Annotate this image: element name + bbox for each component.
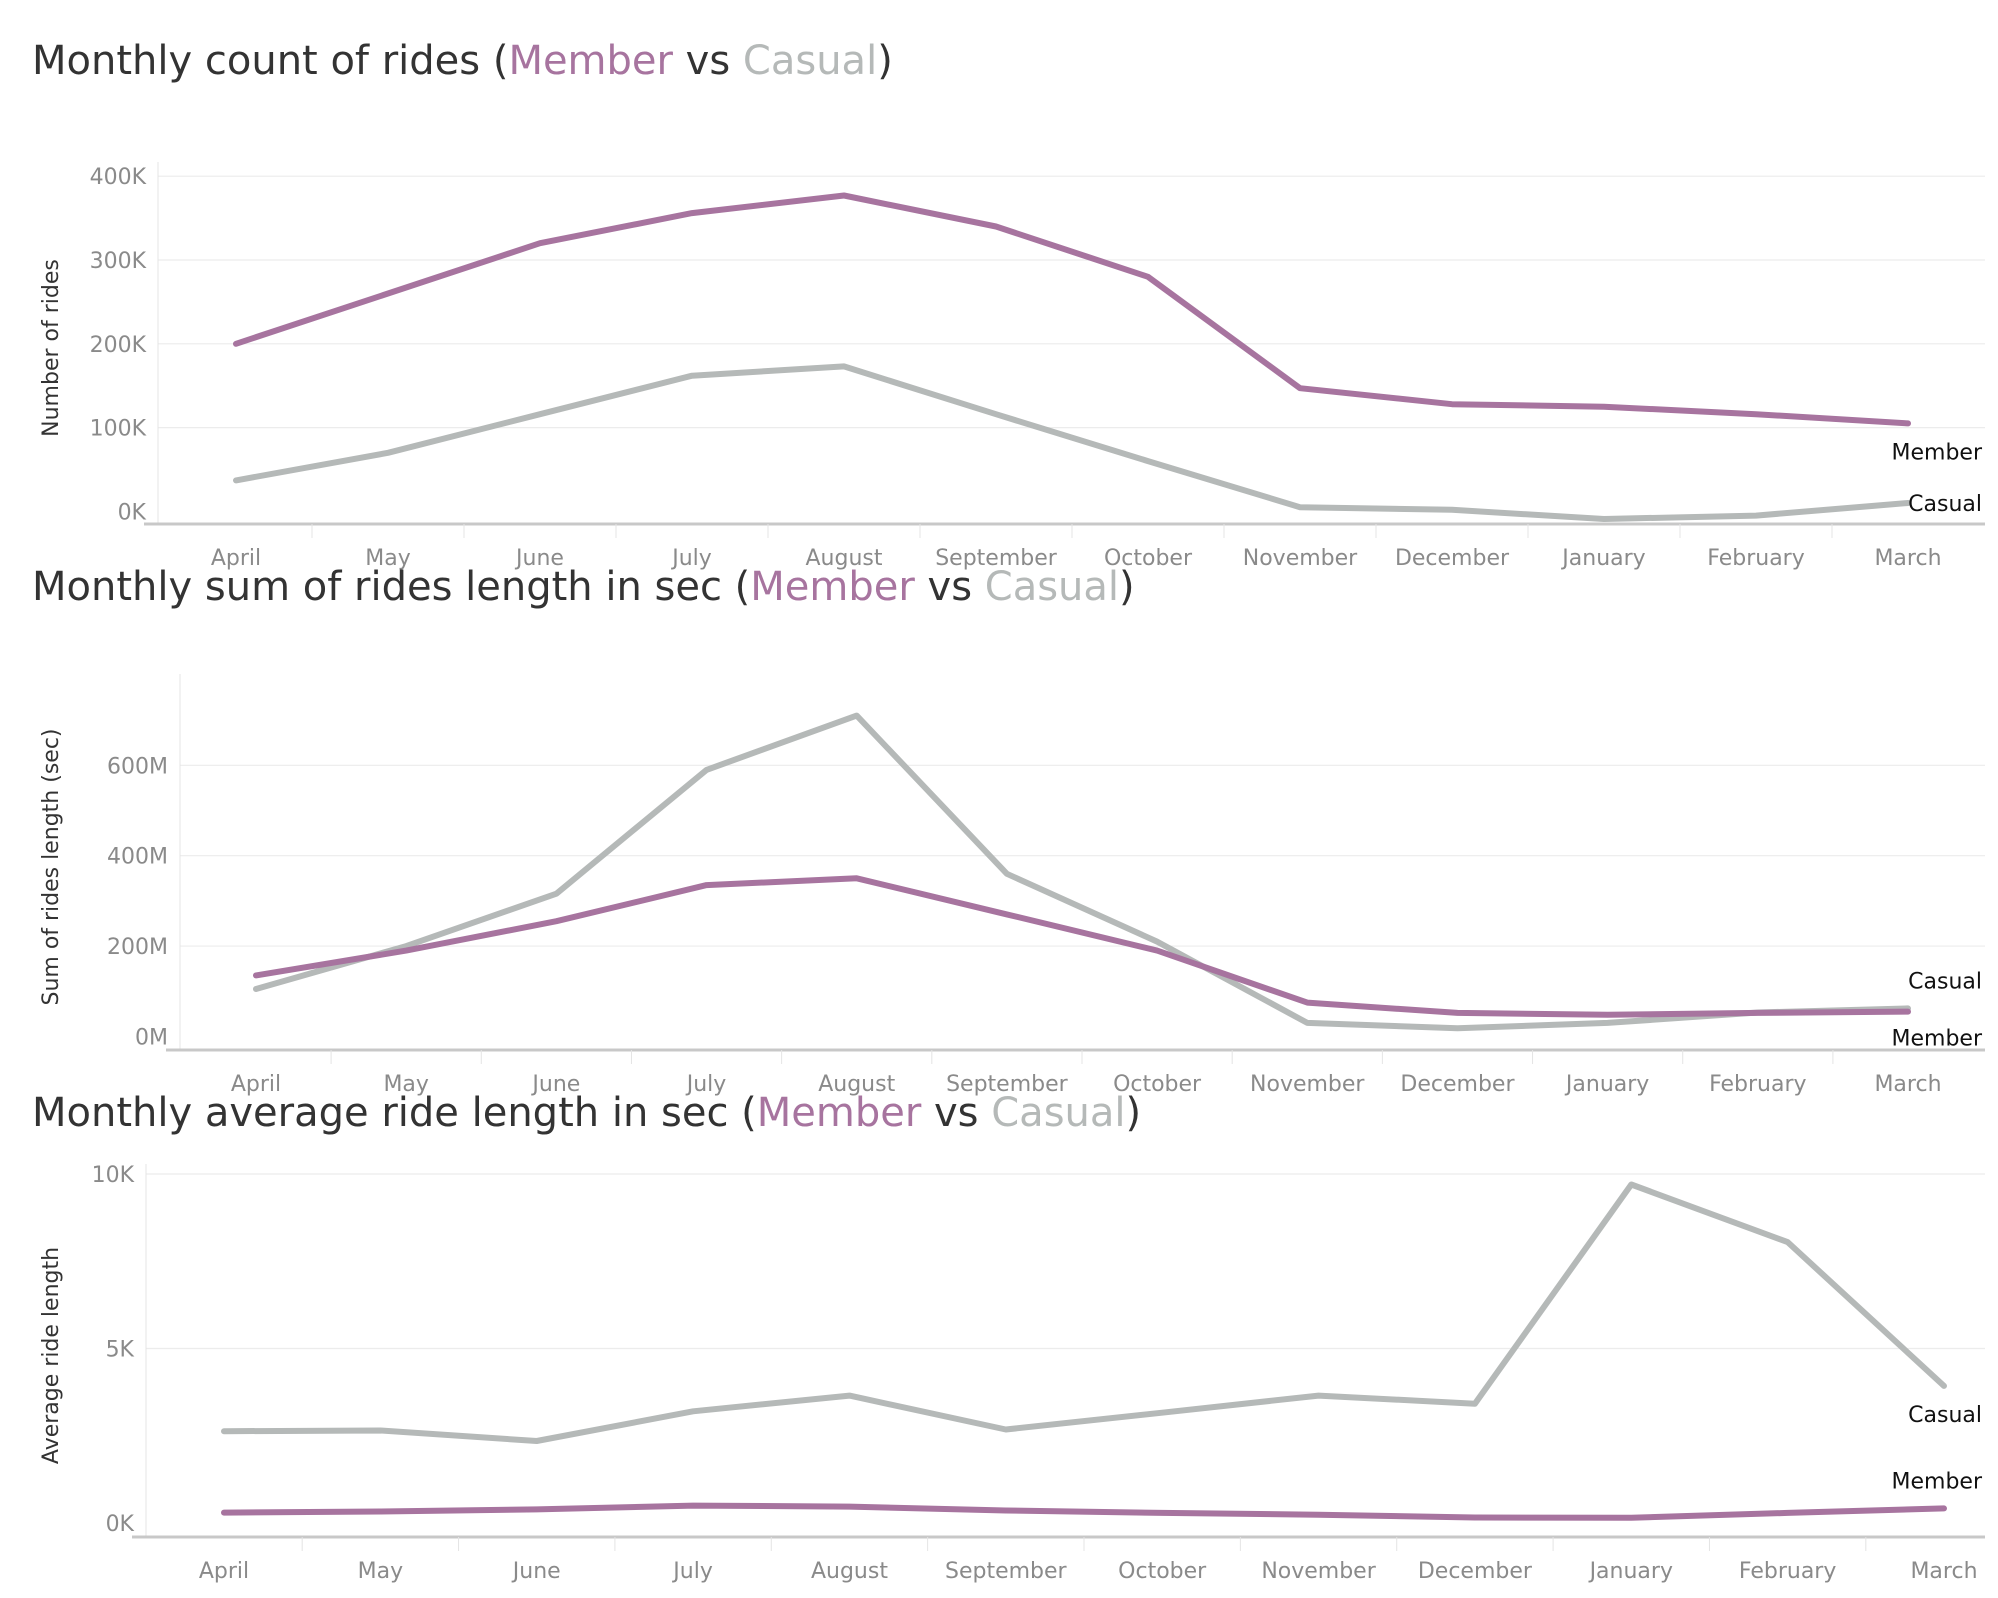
x-tick-label: July bbox=[685, 1072, 727, 1097]
x-tick-label: October bbox=[1118, 1559, 1207, 1584]
series-line-member bbox=[233, 192, 1911, 427]
panel-ride-length-sum: Monthly sum of rides length in sec (Memb… bbox=[0, 564, 1998, 1097]
series-line-member bbox=[221, 1502, 1947, 1521]
x-tick-label: March bbox=[1910, 1559, 1977, 1584]
x-tick-label: April bbox=[199, 1559, 249, 1584]
x-tick-label: June bbox=[514, 546, 564, 571]
panel-ride-count: Monthly count of rides (Member vs Casual… bbox=[0, 38, 1998, 571]
title-prefix: Monthly average ride length in sec ( bbox=[32, 1090, 757, 1136]
y-tick-label: 400M bbox=[107, 845, 168, 870]
x-tick-label: January bbox=[1564, 1072, 1649, 1097]
title-suffix: ) bbox=[1119, 564, 1135, 610]
y-tick-label: 300K bbox=[90, 249, 147, 274]
y-tick-label: 5K bbox=[106, 1338, 135, 1363]
x-tick-label: February bbox=[1739, 1559, 1837, 1584]
y-axis-title: Number of rides bbox=[39, 259, 64, 437]
x-tick-label: March bbox=[1874, 546, 1941, 571]
x-tick-label: January bbox=[1588, 1559, 1673, 1584]
y-axis-title: Average ride length bbox=[39, 1247, 64, 1464]
x-tick-label: November bbox=[1243, 546, 1358, 571]
x-tick-label: April bbox=[231, 1072, 281, 1097]
x-tick-label: October bbox=[1113, 1072, 1202, 1097]
x-tick-label: May bbox=[383, 1072, 428, 1097]
ride-length-sum-chart: 0M 200M 400M 600M April May June July August Sept… bbox=[39, 674, 1985, 1097]
end-label-casual: Casual bbox=[1908, 969, 1982, 994]
x-tick-label: July bbox=[671, 1559, 713, 1584]
panel-title: Monthly sum of rides length in sec (Memb… bbox=[32, 564, 1135, 610]
x-tick-label: December bbox=[1418, 1559, 1533, 1584]
y-axis-title: Sum of rides length (sec) bbox=[39, 728, 64, 1005]
x-tick-label: June bbox=[530, 1072, 580, 1097]
x-tick-label: October bbox=[1104, 546, 1193, 571]
panel-average-ride-length: Monthly average ride length in sec (Memb… bbox=[0, 1090, 1998, 1598]
title-casual: Casual bbox=[991, 1090, 1126, 1136]
average-ride-length-chart: 0K 5K 10K April May June July August September Oc… bbox=[39, 1163, 1985, 1584]
title-vs: vs bbox=[672, 38, 743, 84]
series-line-casual bbox=[221, 1181, 1947, 1444]
end-label-member: Member bbox=[1892, 1027, 1983, 1052]
x-tick-label: November bbox=[1250, 1072, 1365, 1097]
x-tick-label: May bbox=[365, 546, 410, 571]
y-tick-label: 100K bbox=[90, 417, 147, 442]
series-line-casual bbox=[253, 712, 1911, 1032]
title-member: Member bbox=[750, 564, 915, 610]
x-tick-label: December bbox=[1400, 1072, 1515, 1097]
series-line-casual bbox=[233, 363, 1911, 522]
title-suffix: ) bbox=[877, 38, 893, 84]
title-prefix: Monthly count of rides ( bbox=[32, 38, 509, 84]
x-tick-label: April bbox=[211, 546, 261, 571]
y-tick-label: 600M bbox=[107, 754, 168, 779]
x-tick-label: August bbox=[818, 1072, 895, 1097]
end-label-casual: Casual bbox=[1908, 1403, 1982, 1428]
panel-title: Monthly average ride length in sec (Memb… bbox=[32, 1090, 1141, 1136]
y-tick-label: 10K bbox=[92, 1163, 135, 1188]
title-member: Member bbox=[508, 38, 673, 84]
y-tick-label: 0M bbox=[135, 1025, 168, 1050]
x-tick-label: May bbox=[358, 1559, 403, 1584]
title-vs: vs bbox=[914, 564, 985, 610]
x-tick-label: August bbox=[811, 1559, 888, 1584]
x-tick-label: November bbox=[1261, 1559, 1376, 1584]
x-tick-label: September bbox=[935, 546, 1058, 571]
x-tick-label: December bbox=[1395, 546, 1510, 571]
end-label-casual: Casual bbox=[1908, 492, 1982, 517]
ride-count-chart: 0K 100K 200K 300K 400K April May June July August… bbox=[39, 162, 1985, 571]
x-tick-label: February bbox=[1707, 546, 1805, 571]
title-member: Member bbox=[756, 1090, 922, 1136]
y-tick-label: 200K bbox=[90, 333, 147, 358]
title-prefix: Monthly sum of rides length in sec ( bbox=[32, 564, 751, 610]
series-line-member bbox=[253, 875, 1911, 1018]
x-tick-label: August bbox=[806, 546, 883, 571]
end-label-member: Member bbox=[1892, 440, 1983, 465]
end-label-member: Member bbox=[1892, 1469, 1983, 1494]
x-tick-label: September bbox=[945, 1559, 1068, 1584]
title-casual: Casual bbox=[984, 564, 1120, 610]
title-vs: vs bbox=[921, 1090, 992, 1136]
x-tick-label: July bbox=[670, 546, 712, 571]
title-suffix: ) bbox=[1125, 1090, 1142, 1136]
panel-title: Monthly count of rides (Member vs Casual… bbox=[32, 38, 893, 84]
y-tick-label: 0K bbox=[106, 1512, 135, 1537]
y-tick-label: 200M bbox=[107, 935, 168, 960]
x-tick-label: June bbox=[511, 1559, 561, 1584]
x-tick-label: September bbox=[946, 1072, 1069, 1097]
y-tick-label: 400K bbox=[90, 165, 147, 190]
x-tick-label: January bbox=[1560, 546, 1645, 571]
y-tick-label: 0K bbox=[118, 500, 147, 525]
x-tick-label: March bbox=[1874, 1072, 1941, 1097]
title-casual: Casual bbox=[742, 38, 878, 84]
x-tick-label: February bbox=[1709, 1072, 1807, 1097]
